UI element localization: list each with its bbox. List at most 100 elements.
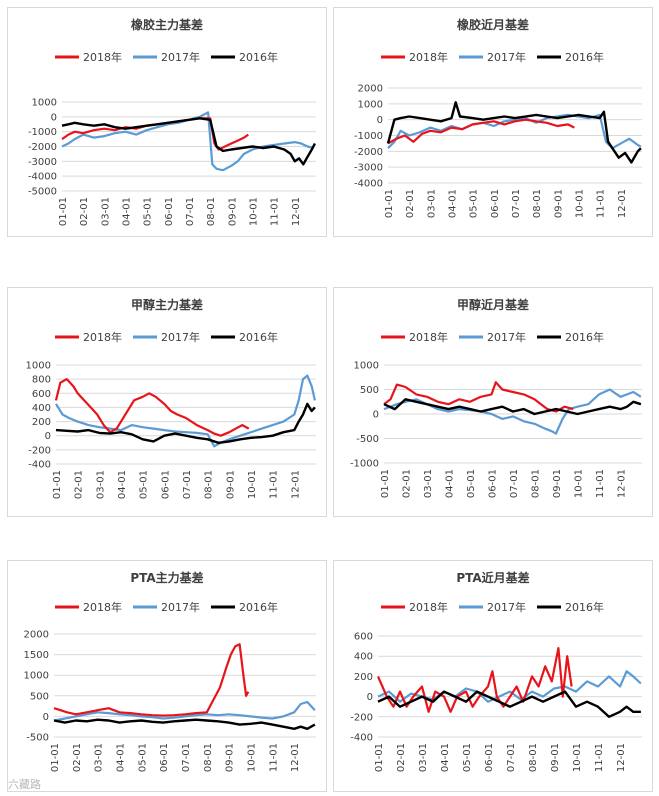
x-tick-label: 11-01 [594, 743, 605, 772]
series-line-2016 [383, 398, 642, 416]
y-tick-label: -1000 [354, 131, 383, 142]
chart-title: PTA近月基差 [456, 570, 529, 585]
x-tick-label: 09-01 [550, 743, 561, 772]
chart-title: 橡胶近月基差 [457, 17, 529, 32]
y-tick-label: 200 [32, 417, 51, 428]
series-line-2018 [54, 377, 250, 437]
legend-label-2017: 2017年 [487, 50, 526, 64]
y-tick-label: 800 [32, 375, 51, 386]
y-tick-label: 0 [43, 712, 49, 723]
x-tick-label: 03-01 [95, 470, 106, 499]
y-tick-label: 0 [373, 410, 379, 421]
legend-label-2018: 2018年 [409, 330, 448, 344]
x-tick-label: 07-01 [182, 470, 193, 499]
x-tick-label: 07-01 [509, 469, 520, 498]
legend-label-2017: 2017年 [487, 330, 526, 344]
y-tick-label: 1000 [32, 98, 57, 109]
chart-svg: 甲醇主力基差 2018年 2017年 2016年 1000 800 600 400 200 0 -2… [26, 297, 316, 499]
chart-title: 甲醇近月基差 [457, 297, 529, 312]
chart-panel-1: 橡胶主力基差 2018年 2017年 2016年 1000 0 -1000 -2000 -300… [7, 7, 327, 237]
x-tick-label: 08-01 [206, 197, 217, 226]
y-tick-label: 0 [51, 112, 57, 123]
x-tick-label: 11-01 [269, 470, 280, 499]
x-tick-label: 12-01 [617, 189, 628, 218]
chart-svg: PTA近月基差 2018年 2017年 2016年 600 400 200 0 -200 -400… [350, 570, 642, 772]
x-tick-label: 06-01 [159, 743, 170, 772]
y-tick-label: -4000 [354, 179, 383, 190]
x-tick-label: 05-01 [143, 197, 154, 226]
y-tick-label: 500 [360, 385, 379, 396]
x-tick-label: 07-01 [181, 743, 192, 772]
x-tick-label: 10-01 [249, 197, 260, 226]
x-tick-label: 02-01 [72, 743, 83, 772]
chart-panel-3: 甲醇主力基差 2018年 2017年 2016年 1000 800 600 400 200 0 -2… [7, 287, 327, 517]
x-tick-label: 06-01 [160, 470, 171, 499]
series-line-2016 [53, 718, 316, 731]
legend-label-2016: 2016年 [565, 50, 604, 64]
x-tick-label: 09-01 [225, 743, 236, 772]
y-tick-label: 0 [45, 431, 51, 442]
legend-label-2017: 2017年 [487, 600, 526, 614]
x-tick-label: 03-01 [100, 197, 111, 226]
x-tick-label: 10-01 [247, 470, 258, 499]
x-tick-label: 04-01 [448, 189, 459, 218]
y-tick-label: 2000 [358, 84, 383, 95]
y-tick-label: -2000 [354, 147, 383, 158]
legend-label-2018: 2018年 [83, 600, 122, 614]
x-tick-label: 01-01 [384, 189, 395, 218]
legend-label-2017: 2017年 [161, 600, 200, 614]
y-tick-label: -2000 [28, 142, 57, 153]
legend-label-2018: 2018年 [409, 600, 448, 614]
y-tick-label: 1000 [354, 361, 379, 372]
x-tick-label: 04-01 [116, 743, 127, 772]
x-tick-label: 06-01 [490, 189, 501, 218]
y-tick-label: -1000 [350, 459, 379, 470]
watermark: 六藏路 [8, 778, 41, 791]
y-tick-label: 1000 [358, 99, 383, 110]
x-tick-label: 04-01 [117, 470, 128, 499]
legend-label-2016: 2016年 [565, 330, 604, 344]
x-tick-label: 12-01 [290, 470, 301, 499]
x-tick-label: 12-01 [290, 743, 301, 772]
y-tick-label: 1500 [24, 650, 49, 661]
x-tick-label: 09-01 [227, 197, 238, 226]
x-tick-label: 09-01 [552, 469, 563, 498]
x-tick-label: 02-01 [402, 469, 413, 498]
y-tick-label: 400 [354, 652, 373, 663]
x-tick-label: 03-01 [418, 743, 429, 772]
series-line-2017 [55, 374, 316, 448]
x-tick-label: 10-01 [572, 743, 583, 772]
y-tick-label: 0 [367, 692, 373, 703]
series-line-2018 [53, 643, 250, 717]
y-tick-label: 200 [354, 672, 373, 683]
series-line-2016 [55, 402, 316, 445]
x-tick-label: 05-01 [462, 743, 473, 772]
y-tick-label: -1000 [28, 127, 57, 138]
x-tick-label: 08-01 [532, 189, 543, 218]
x-tick-label: 02-01 [79, 197, 90, 226]
x-tick-label: 08-01 [203, 743, 214, 772]
x-tick-label: 06-01 [164, 197, 175, 226]
y-tick-label: -500 [26, 733, 49, 744]
x-tick-label: 08-01 [204, 470, 215, 499]
x-tick-label: 05-01 [139, 470, 150, 499]
x-tick-label: 03-01 [426, 189, 437, 218]
legend-label-2018: 2018年 [83, 50, 122, 64]
x-tick-label: 01-01 [50, 743, 61, 772]
series-line-2017 [61, 111, 315, 172]
y-tick-label: 500 [30, 691, 49, 702]
x-tick-label: 01-01 [380, 469, 391, 498]
y-tick-label: 0 [377, 115, 383, 126]
x-tick-label: 01-01 [58, 197, 69, 226]
y-tick-label: 600 [354, 632, 373, 643]
x-tick-label: 10-01 [574, 469, 585, 498]
series-line-2016 [61, 117, 316, 166]
x-tick-label: 04-01 [122, 197, 133, 226]
x-tick-label: 09-01 [553, 189, 564, 218]
legend-label-2018: 2018年 [409, 50, 448, 64]
x-tick-label: 08-01 [531, 469, 542, 498]
x-tick-label: 06-01 [488, 469, 499, 498]
chart-title: 橡胶主力基差 [131, 17, 203, 32]
y-tick-label: -500 [356, 434, 379, 445]
y-tick-label: 2000 [24, 630, 49, 641]
